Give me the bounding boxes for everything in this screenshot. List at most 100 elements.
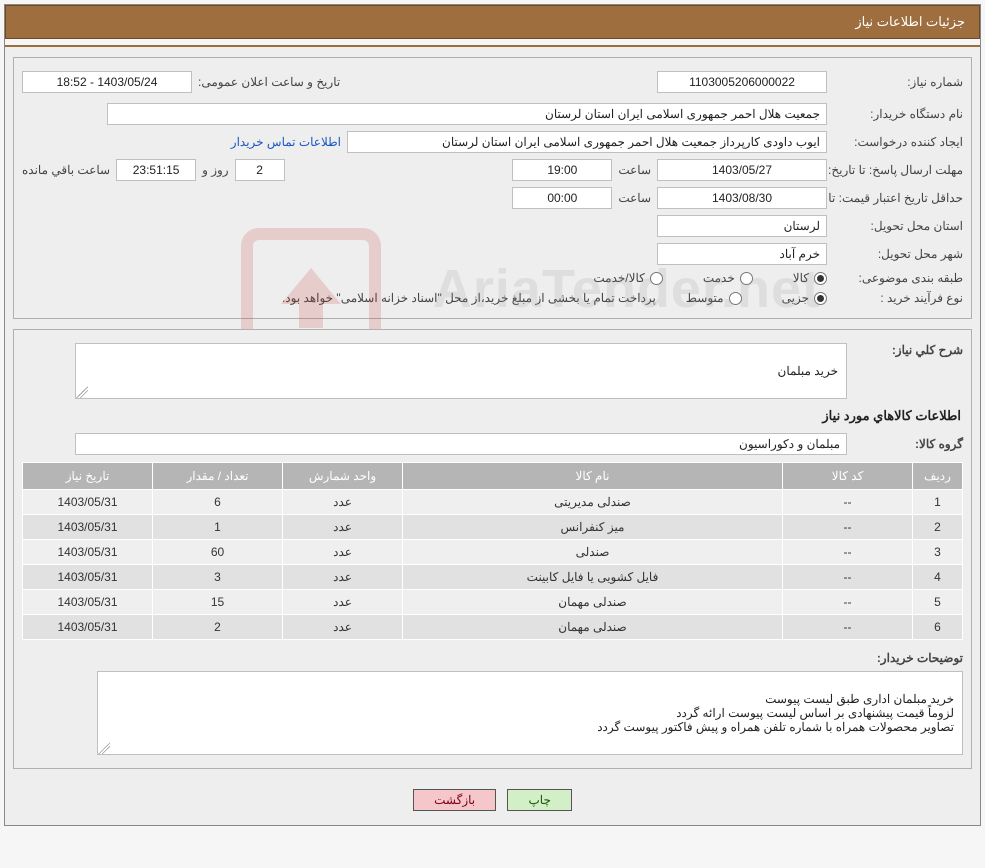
row-buyer-org: نام دستگاه خریدار: جمعیت هلال احمر جمهور… (22, 100, 963, 128)
link-buyer-contact[interactable]: اطلاعات تماس خریدار (231, 135, 341, 149)
table-cell: -- (783, 590, 913, 615)
content-area: AriaTender.net شماره نیاز: 1103005206000… (5, 47, 980, 825)
label-hours-remaining: ساعت باقي مانده (22, 163, 110, 177)
label-requester: ایجاد کننده درخواست: (833, 135, 963, 149)
table-cell: عدد (283, 565, 403, 590)
table-cell: -- (783, 515, 913, 540)
table-cell: عدد (283, 515, 403, 540)
table-row: 5--صندلی مهمانعدد151403/05/31 (23, 590, 963, 615)
value-province: لرستان (657, 215, 827, 237)
row-requester: ایجاد کننده درخواست: ایوب داودی کارپرداز… (22, 128, 963, 156)
table-row: 4--فایل کشویی یا فایل کابینتعدد31403/05/… (23, 565, 963, 590)
table-cell: 15 (153, 590, 283, 615)
goods-table-head: ردیفکد کالانام کالاواحد شمارشتعداد / مقد… (23, 463, 963, 490)
label-deadline: مهلت ارسال پاسخ: تا تاریخ: (833, 163, 963, 177)
page-container: جزئیات اطلاعات نیاز AriaTender.net شماره… (4, 4, 981, 826)
radio-medium[interactable] (729, 292, 742, 305)
table-cell: صندلی مهمان (403, 590, 783, 615)
label-min-validity: حداقل تاریخ اعتبار قیمت: تا تاریخ: (833, 191, 963, 205)
row-deadline: مهلت ارسال پاسخ: تا تاریخ: 1403/05/27 سا… (22, 156, 963, 184)
table-cell: -- (783, 490, 913, 515)
radio-goods-service[interactable] (650, 272, 663, 285)
row-purchase-type: نوع فرآیند خرید : جزیی متوسط پرداخت تمام… (22, 288, 963, 308)
label-announce-datetime: تاریخ و ساعت اعلان عمومی: (198, 75, 340, 89)
value-min-validity-hour: 00:00 (512, 187, 612, 209)
row-need-summary: شرح کلي نياز: خرید مبلمان (22, 340, 963, 402)
value-need-summary: خرید مبلمان (778, 364, 838, 378)
label-need-summary: شرح کلي نياز: (853, 343, 963, 357)
value-deadline-hour: 19:00 (512, 159, 612, 181)
row-province: استان محل تحویل: لرستان (22, 212, 963, 240)
details-section: AriaTender.net شماره نیاز: 1103005206000… (13, 57, 972, 319)
value-city: خرم آباد (657, 243, 827, 265)
table-cell: -- (783, 565, 913, 590)
table-cell: 3 (153, 565, 283, 590)
print-button[interactable]: چاپ (507, 789, 571, 811)
table-cell: صندلی (403, 540, 783, 565)
table-row: 3--صندلیعدد601403/05/31 (23, 540, 963, 565)
value-buyer-org: جمعیت هلال احمر جمهوری اسلامی ایران استا… (107, 103, 827, 125)
label-radio-medium: متوسط (686, 291, 724, 305)
label-need-number: شماره نیاز: (833, 75, 963, 89)
button-bar: چاپ بازگشت (13, 779, 972, 815)
table-cell: 3 (913, 540, 963, 565)
table-cell: عدد (283, 590, 403, 615)
table-cell: صندلی مدیریتی (403, 490, 783, 515)
textarea-buyer-notes[interactable]: خرید مبلمان اداری طبق لیست پیوست لزوماً … (97, 671, 963, 755)
row-need-number: شماره نیاز: 1103005206000022 تاریخ و ساع… (22, 68, 963, 96)
label-min-validity-hour: ساعت (618, 191, 651, 205)
value-days-remaining: 2 (235, 159, 285, 181)
table-cell: 6 (913, 615, 963, 640)
table-cell: فایل کشویی یا فایل کابینت (403, 565, 783, 590)
row-buyer-notes: توضیحات خریدار: خرید مبلمان اداری طبق لی… (22, 648, 963, 758)
page-title: جزئیات اطلاعات نیاز (855, 14, 965, 29)
table-row: 6--صندلی مهمانعدد21403/05/31 (23, 615, 963, 640)
value-goods-group: مبلمان و دکوراسیون (75, 433, 847, 455)
radio-goods[interactable] (814, 272, 827, 285)
value-buyer-notes: خرید مبلمان اداری طبق لیست پیوست لزوماً … (597, 692, 954, 734)
table-cell: 2 (913, 515, 963, 540)
row-min-validity: حداقل تاریخ اعتبار قیمت: تا تاریخ: 1403/… (22, 184, 963, 212)
label-buyer-notes: توضیحات خریدار: (853, 651, 963, 665)
table-header-cell: ردیف (913, 463, 963, 490)
table-header-cell: تعداد / مقدار (153, 463, 283, 490)
table-cell: -- (783, 540, 913, 565)
table-cell: -- (783, 615, 913, 640)
table-cell: عدد (283, 490, 403, 515)
row-goods-group: گروه کالا: مبلمان و دکوراسیون (22, 430, 963, 458)
table-cell: 2 (153, 615, 283, 640)
table-cell: 1403/05/31 (23, 615, 153, 640)
value-countdown: 23:51:15 (116, 159, 196, 181)
label-radio-goods-service: کالا/خدمت (593, 271, 644, 285)
page-header: جزئیات اطلاعات نیاز (5, 5, 980, 39)
goods-table-body: 1--صندلی مدیریتیعدد61403/05/312--میز کنف… (23, 490, 963, 640)
goods-info-title: اطلاعات کالاهاي مورد نياز (22, 402, 963, 430)
resize-handle-icon[interactable] (76, 386, 88, 398)
back-button[interactable]: بازگشت (413, 789, 496, 811)
radio-service[interactable] (740, 272, 753, 285)
label-radio-minor: جزیی (782, 291, 809, 305)
label-deadline-hour: ساعت (618, 163, 651, 177)
resize-handle-icon[interactable] (98, 742, 110, 754)
label-purchase-type: نوع فرآیند خرید : (833, 291, 963, 305)
label-radio-service: خدمت (703, 271, 735, 285)
table-header-cell: کد کالا (783, 463, 913, 490)
textarea-need-summary[interactable]: خرید مبلمان (75, 343, 847, 399)
table-cell: 1403/05/31 (23, 565, 153, 590)
label-radio-goods: کالا (793, 271, 809, 285)
table-cell: 5 (913, 590, 963, 615)
table-cell: 1403/05/31 (23, 515, 153, 540)
label-province: استان محل تحویل: (833, 219, 963, 233)
label-deadline-t2: تا تاریخ: (828, 163, 866, 177)
table-header-cell: تاریخ نیاز (23, 463, 153, 490)
value-announce-datetime: 1403/05/24 - 18:52 (22, 71, 192, 93)
value-min-validity-date: 1403/08/30 (657, 187, 827, 209)
radio-group-subject: کالا خدمت کالا/خدمت (593, 271, 827, 285)
table-cell: صندلی مهمان (403, 615, 783, 640)
table-cell: 4 (913, 565, 963, 590)
radio-minor[interactable] (814, 292, 827, 305)
table-header-row: ردیفکد کالانام کالاواحد شمارشتعداد / مقد… (23, 463, 963, 490)
label-deadline-t1: مهلت ارسال پاسخ: (869, 163, 963, 177)
table-cell: 1403/05/31 (23, 490, 153, 515)
label-min-validity-t1: حداقل تاریخ اعتبار قیمت: (839, 191, 963, 205)
